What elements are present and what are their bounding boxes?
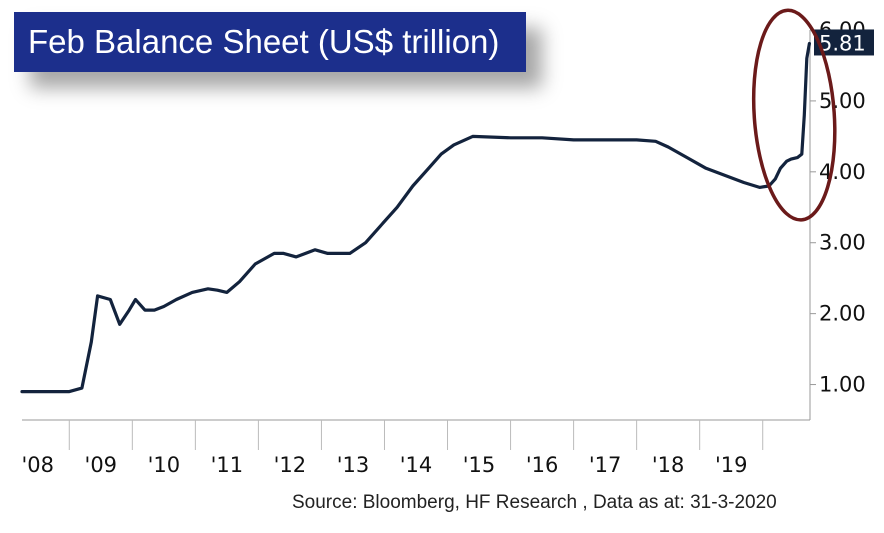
x-tick-label: '15 (463, 453, 496, 477)
x-tick-label: '19 (715, 453, 748, 477)
x-tick-label: '12 (274, 453, 307, 477)
chart-title: Feb Balance Sheet (US$ trillion) (14, 12, 526, 72)
balance-sheet-line (20, 41, 812, 394)
highlight-ellipse (751, 8, 837, 222)
x-tick-label: '09 (85, 453, 118, 477)
annotation-layer: 5.81 (751, 8, 874, 222)
y-tick-label: 5.00 (819, 89, 866, 113)
y-tick-label: 1.00 (819, 373, 866, 397)
x-tick-label: '13 (337, 453, 370, 477)
x-axis-ticks: '08 '09 '10 '11 '12 '13 '14 '15 '16 '17 '18 '19 (22, 420, 764, 477)
plot-area (22, 30, 811, 421)
x-tick-label: '18 (652, 453, 685, 477)
x-tick-label: '14 (400, 453, 433, 477)
x-tick-label: '17 (589, 453, 622, 477)
x-tick-label: '16 (526, 453, 559, 477)
x-tick-label: '10 (148, 453, 181, 477)
y-tick-label: 4.00 (819, 160, 866, 184)
y-tick-label: 3.00 (819, 231, 866, 255)
x-tick-label: '08 (22, 453, 55, 477)
y-tick-label: 2.00 (819, 302, 866, 326)
last-value-label: 5.81 (819, 31, 866, 55)
x-tick-label: '11 (211, 453, 244, 477)
source-note: Source: Bloomberg, HF Research , Data as… (292, 492, 777, 513)
series-layer (20, 41, 812, 394)
